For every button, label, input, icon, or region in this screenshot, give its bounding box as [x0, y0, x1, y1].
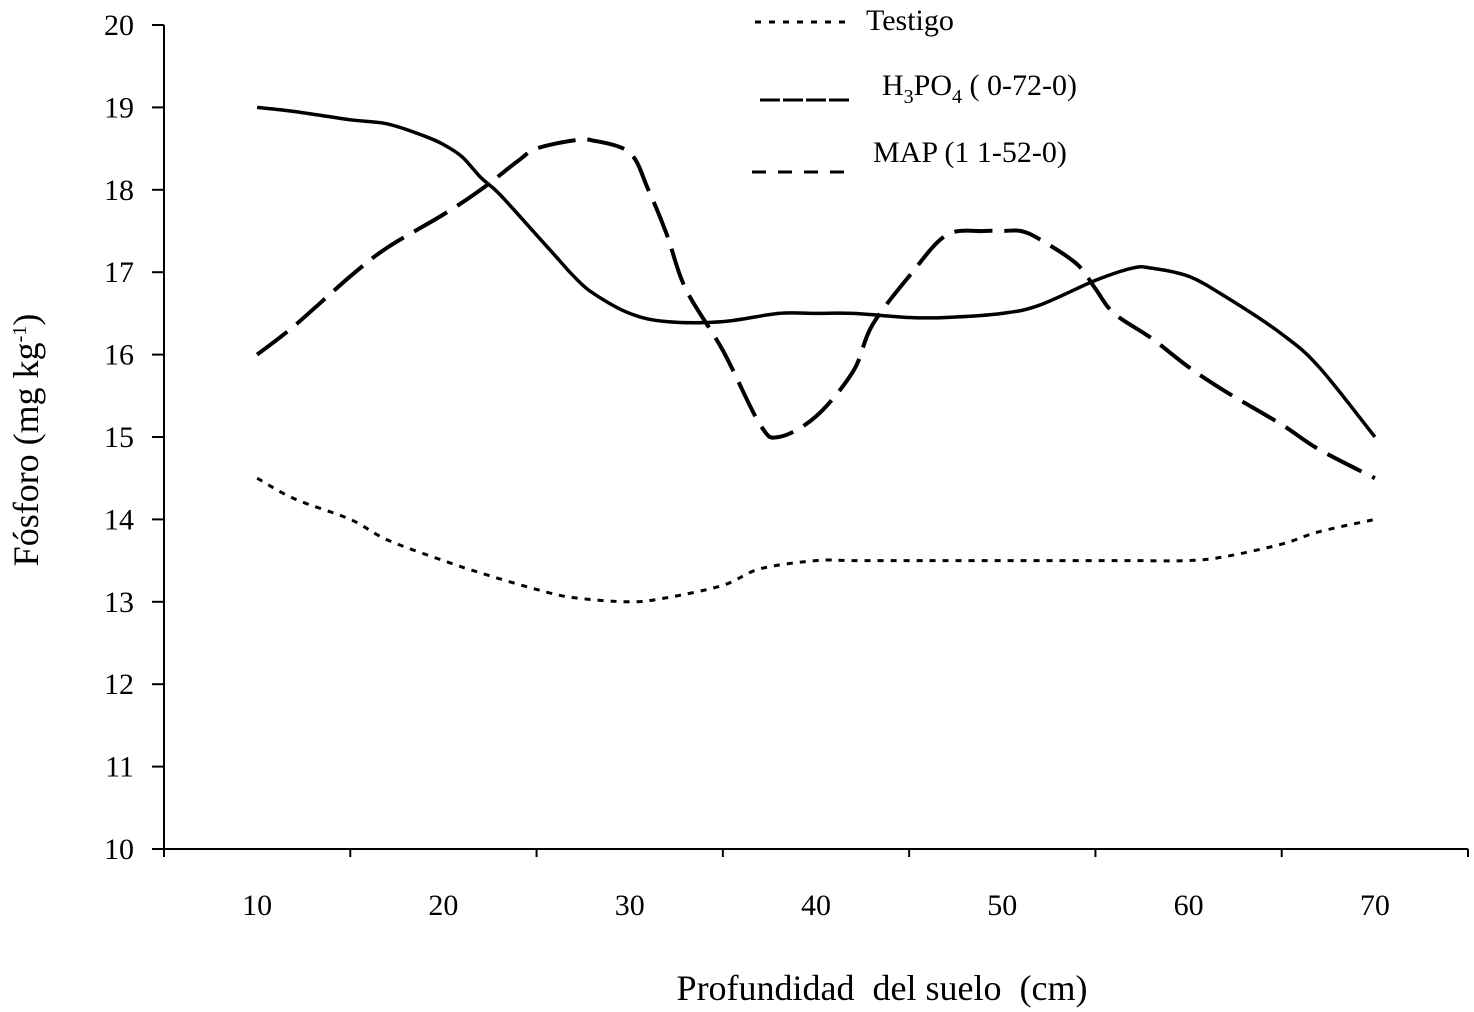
x-tick-label: 70: [1360, 889, 1390, 922]
legend-h3po4-sub1: 3: [904, 86, 914, 108]
x-tick-label: 50: [987, 889, 1017, 922]
y-axis-title-superscript: -1: [9, 326, 31, 343]
legend-h3po4-a: H: [882, 69, 904, 102]
series-line-testigo: [256, 476, 1376, 604]
y-tick-label: 11: [105, 751, 134, 784]
y-tick-label: 14: [104, 503, 134, 536]
y-axis-title: Fósforo (mg kg-1): [6, 314, 46, 567]
x-tick-label: 30: [615, 889, 645, 922]
legend-h3po4-sub2: 4: [952, 86, 962, 108]
legend-label-testigo: Testigo: [866, 4, 954, 37]
series-line-map: [255, 137, 1376, 480]
y-tick-label: 15: [104, 421, 134, 454]
y-tick-label: 19: [104, 91, 134, 124]
legend-label-map: MAP (1 1-52-0): [873, 136, 1067, 169]
x-tick-label: 40: [801, 889, 831, 922]
legend: Testigo H3PO4 ( 0-72-0) MAP (1 1-52-0): [752, 4, 1077, 174]
legend-h3po4-b: PO: [914, 69, 952, 102]
y-tick-label: 18: [104, 174, 134, 207]
x-tick-label: 60: [1174, 889, 1204, 922]
x-ticks: 10 20 30 40 50 60 70: [163, 849, 1469, 922]
y-tick-label: 12: [104, 668, 134, 701]
y-axis-title-close: ): [6, 314, 46, 326]
x-axis-title: Profundidad del suelo (cm): [677, 968, 1088, 1008]
axes: 10 11 12 13 14 15 16 17 18 19 20 10 20 30 40 50 60 70: [104, 9, 1469, 922]
y-tick-label: 17: [104, 256, 134, 289]
y-tick-label: 20: [104, 9, 134, 42]
y-ticks: 10 11 12 13 14 15 16 17 18 19 20: [104, 9, 164, 866]
y-tick-label: 10: [104, 833, 134, 866]
legend-h3po4-c: ( 0-72-0): [962, 69, 1077, 102]
y-tick-label: 13: [104, 586, 134, 619]
x-tick-label: 20: [428, 889, 458, 922]
y-axis-title-main: Fósforo (mg kg: [6, 342, 46, 566]
legend-label-h3po4: H3PO4 ( 0-72-0): [882, 69, 1077, 108]
y-tick-label: 16: [104, 339, 134, 372]
x-tick-label: 10: [242, 889, 272, 922]
series-layer: [255, 105, 1377, 604]
series-line-h3po4: [256, 105, 1377, 439]
